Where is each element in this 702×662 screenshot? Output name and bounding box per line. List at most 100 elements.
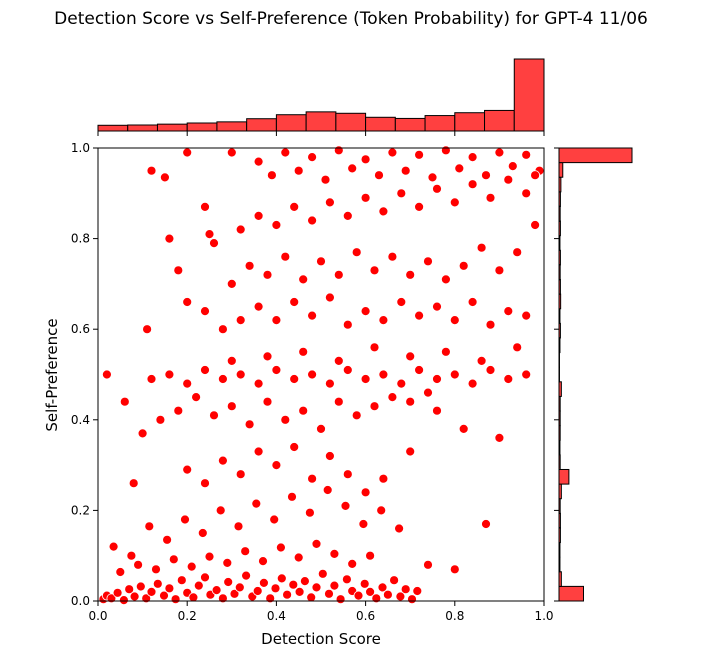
scatter-point [174, 406, 183, 415]
scatter-point [379, 316, 388, 325]
scatter-point [109, 542, 118, 551]
scatter-point [370, 402, 379, 411]
scatter-point [218, 325, 227, 334]
scatter-point [218, 456, 227, 465]
scatter-point [504, 375, 513, 384]
scatter-point [305, 508, 314, 517]
scatter-point [252, 499, 261, 508]
scatter-point [183, 298, 192, 307]
scatter-point [227, 148, 236, 157]
scatter-point [242, 571, 251, 580]
scatter-point [513, 343, 522, 352]
scatter-point [395, 524, 404, 533]
scatter-point [171, 595, 180, 604]
x-tick-label: 0.4 [267, 609, 286, 623]
scatter-point [379, 474, 388, 483]
scatter-point [236, 370, 245, 379]
scatter-point [245, 420, 254, 429]
scatter-point [241, 547, 250, 556]
scatter-point [165, 584, 174, 593]
y-axis-ticks: 0.00.20.40.60.81.0 [71, 141, 98, 608]
scatter-point [321, 175, 330, 184]
scatter-point [245, 261, 254, 270]
x-tick-label: 0.6 [356, 609, 375, 623]
scatter-point [522, 311, 531, 320]
scatter-point [468, 298, 477, 307]
scatter-point [318, 569, 327, 578]
scatter-point [361, 488, 370, 497]
scatter-point [263, 352, 272, 361]
scatter-points [99, 146, 544, 605]
scatter-point [216, 506, 225, 515]
scatter-point [522, 150, 531, 159]
scatter-point [348, 164, 357, 173]
scatter-point [325, 293, 334, 302]
scatter-point [138, 429, 147, 438]
scatter-point [183, 148, 192, 157]
scatter-point [343, 320, 352, 329]
scatter-point [468, 379, 477, 388]
x-histogram-bar [336, 113, 366, 131]
scatter-point [424, 388, 433, 397]
scatter-point [486, 366, 495, 375]
scatter-point [201, 573, 210, 582]
scatter-point [201, 307, 210, 316]
scatter-point [183, 379, 192, 388]
scatter-point [531, 221, 540, 230]
scatter-point [192, 393, 201, 402]
scatter-point [254, 211, 263, 220]
x-tick-label: 0.2 [178, 609, 197, 623]
scatter-point [160, 173, 169, 182]
scatter-point [323, 486, 332, 495]
scatter-point [508, 162, 517, 171]
scatter-point [227, 402, 236, 411]
scatter-point [312, 583, 321, 592]
scatter-point [433, 302, 442, 311]
scatter-point [129, 479, 138, 488]
scatter-point [294, 553, 303, 562]
scatter-point [424, 257, 433, 266]
scatter-point [334, 356, 343, 365]
scatter-point [415, 202, 424, 211]
y-histogram-bar [559, 163, 563, 178]
x-tick-label: 0.0 [88, 609, 107, 623]
scatter-point [370, 343, 379, 352]
scatter-point [406, 352, 415, 361]
chart-title: Detection Score vs Self-Preference (Toke… [54, 9, 648, 29]
scatter-point [450, 370, 459, 379]
scatter-point [270, 515, 279, 524]
scatter-point [281, 252, 290, 261]
scatter-point [486, 193, 495, 202]
y-tick-label: 0.2 [71, 503, 90, 517]
x-histogram-bar [366, 117, 396, 131]
scatter-point [205, 552, 214, 561]
scatter-point [450, 198, 459, 207]
scatter-point [343, 211, 352, 220]
y-histogram-bar [559, 469, 569, 484]
scatter-point [325, 452, 334, 461]
y-tick-label: 0.0 [71, 594, 90, 608]
scatter-point [504, 175, 513, 184]
scatter-point [413, 587, 422, 596]
scatter-point [174, 266, 183, 275]
x-histogram-bar [98, 125, 128, 131]
scatter-point [299, 347, 308, 356]
scatter-point [342, 575, 351, 584]
scatter-point [116, 568, 125, 577]
x-histogram-bar [276, 115, 306, 131]
scatter-point [236, 470, 245, 479]
scatter-point [212, 586, 221, 595]
scatter-point [361, 375, 370, 384]
scatter-point [299, 275, 308, 284]
scatter-point [271, 584, 280, 593]
y-tick-label: 0.6 [71, 322, 90, 336]
scatter-point [312, 539, 321, 548]
scatter-point [330, 581, 339, 590]
scatter-point [406, 447, 415, 456]
scatter-point [486, 320, 495, 329]
y-histogram-bar [559, 586, 583, 601]
scatter-point [134, 560, 143, 569]
scatter-point [143, 325, 152, 334]
scatter-point [336, 595, 345, 604]
